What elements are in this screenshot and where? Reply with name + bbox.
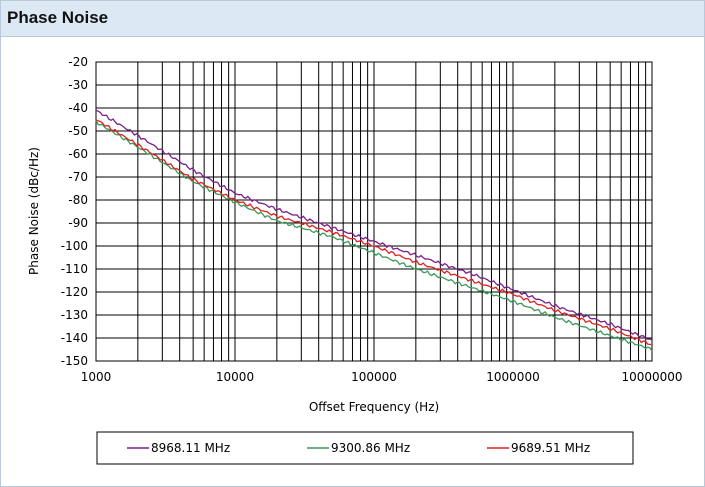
y-tick-label: -110 [61,262,88,276]
x-tick-labels: 1000 10000 100000 1000000 10000000 [81,370,683,384]
y-tick-label: -120 [61,285,88,299]
y-tick-label: -90 [68,216,88,230]
x-tick-label: 10000 [216,370,254,384]
y-tick-label: -70 [68,170,88,184]
x-axis-label: Offset Frequency (Hz) [309,400,439,414]
y-tick-label: -130 [61,308,88,322]
legend-box [96,431,634,465]
x-tick-label: 1000 [81,370,112,384]
y-tick-label: -150 [61,354,88,368]
chart-grid [95,61,652,362]
x-tick-label: 10000000 [621,370,682,384]
plot-area-frame [95,61,653,362]
y-tick-label: -30 [68,78,88,92]
y-tick-label: -140 [61,331,88,345]
x-tick-label: 100000 [351,370,397,384]
series-line [95,120,653,352]
series-layer [95,109,653,352]
legend-label: 9689.51 MHz [511,441,590,455]
y-tick-label: -80 [68,193,88,207]
legend-label: 9300.86 MHz [331,441,410,455]
y-tick-label: -100 [61,239,88,253]
legend-label: 8968.11 MHz [151,441,230,455]
x-tick-label: 1000000 [486,370,539,384]
series-line [95,109,653,341]
y-tick-label: -40 [68,101,88,115]
y-tick-label: -50 [68,124,88,138]
y-axis-label: Phase Noise (dBc/Hz) [27,147,41,275]
y-tick-label: -60 [68,147,88,161]
y-tick-labels: -20 -30 -40 -50 -60 -70 -80 -90 -100 -110 -120 -130… [61,55,88,368]
y-tick-label: -20 [68,55,88,69]
series-line [95,119,653,346]
panel-title: Phase Noise [7,8,109,27]
legend: 8968.11 MHz 9300.86 MHz 9689.51 MHz [96,431,634,465]
panel-header: Phase Noise [1,1,704,37]
